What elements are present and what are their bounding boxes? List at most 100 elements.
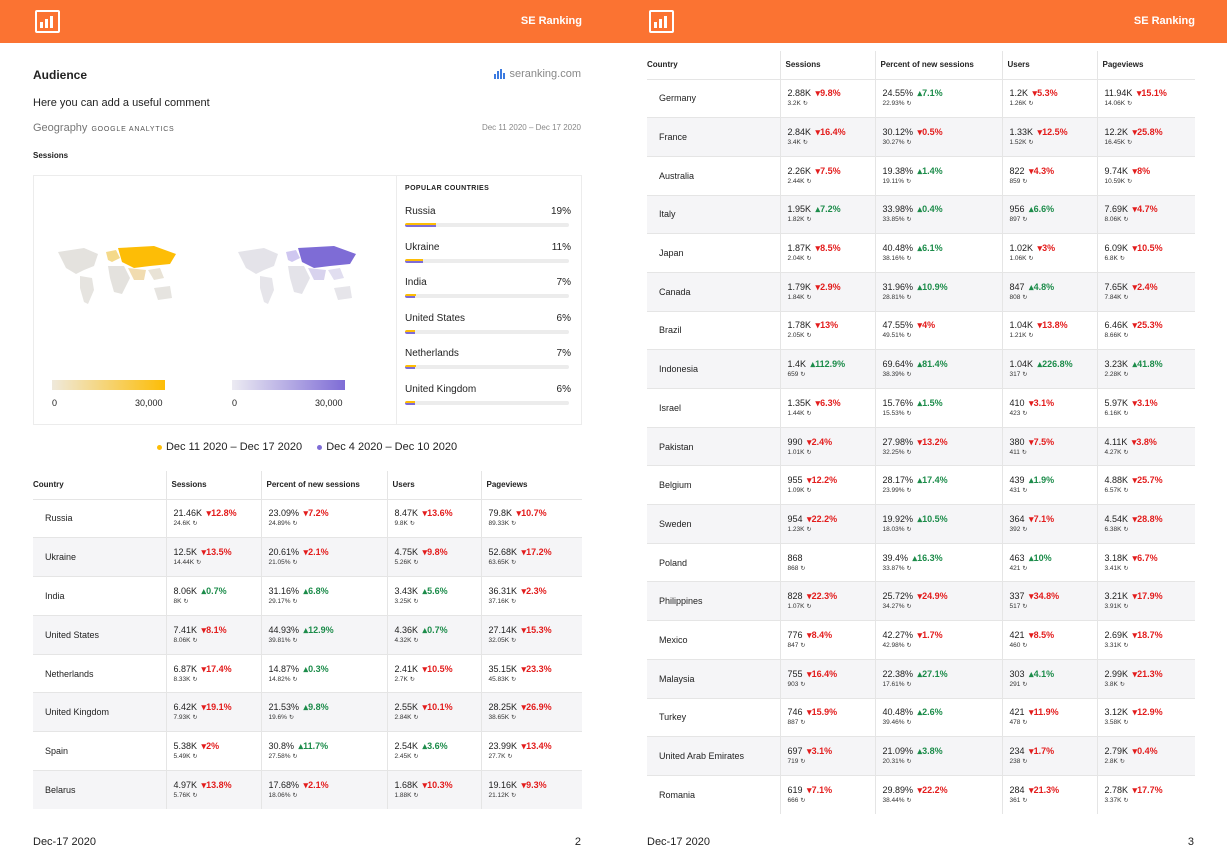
- change-up: ▴10.9%: [917, 281, 948, 292]
- history-icon: ↻: [192, 637, 198, 644]
- metric-line: 27.14K ▾15.3%: [489, 624, 583, 636]
- change-value: 21.3%: [1033, 784, 1060, 795]
- change-down: ▾24.9%: [917, 591, 948, 602]
- new-sessions-cell: 47.55% ▾4% 49.51% ↻: [874, 310, 1002, 350]
- previous-value: 37.16K: [488, 597, 510, 605]
- country-cell: Turkey: [647, 697, 780, 737]
- country-cell: Japan: [647, 233, 780, 273]
- metric-line: 21.09% ▴3.8%: [883, 745, 1002, 757]
- metric-line: 47.55% ▾4%: [883, 319, 1002, 331]
- metric-line: 79.8K ▾10.7%: [489, 507, 583, 519]
- table-row: Brazil 1.78K ▾13% 2.05K ↻ 47.55% ▾4% 49.51% ↻ 1…: [647, 310, 1196, 350]
- change-down: ▾17.2%: [521, 547, 552, 558]
- pageviews-cell: 2.69K ▾18.7% 3.31K ↻: [1096, 620, 1195, 660]
- popular-country-bar: [405, 294, 569, 299]
- previous-line: 8K ↻: [174, 597, 261, 607]
- change-up: ▴0.3%: [303, 663, 329, 674]
- users-cell: 1.68K ▾10.3% 1.88K ↻: [386, 770, 481, 810]
- metric-line: 3.43K ▴5.6%: [395, 585, 481, 597]
- site-link[interactable]: seranking.com: [494, 68, 581, 80]
- change-value: 23.3%: [526, 663, 552, 674]
- previous-value: 23.99%: [882, 487, 905, 495]
- previous-value: 3.8K: [1104, 680, 1118, 688]
- new-sessions-cell: 27.98% ▾13.2% 32.25% ↻: [874, 426, 1002, 466]
- previous-value: 8.06K: [173, 636, 191, 644]
- history-icon: ↻: [1123, 449, 1129, 456]
- previous-line: 8.66K ↻: [1105, 331, 1196, 341]
- page-number: 2: [574, 836, 581, 848]
- change-up: ▴6.6%: [1029, 204, 1055, 215]
- previous-line: 3.2K ↻: [788, 99, 875, 109]
- change-up: ▴10.5%: [917, 513, 948, 524]
- change-value: 10%: [1033, 552, 1052, 563]
- history-icon: ↻: [806, 256, 812, 263]
- legend-item-current[interactable]: Dec 11 2020 – Dec 17 2020: [156, 441, 302, 453]
- previous-line: 29.17% ↻: [269, 597, 387, 607]
- change-value: 22.2%: [922, 784, 948, 795]
- metric-line: 1.78K ▾13%: [788, 319, 875, 331]
- country-cell: Philippines: [647, 581, 780, 621]
- change-value: 2.4%: [811, 436, 833, 447]
- metric-value: 1.35K: [787, 397, 812, 408]
- history-icon: ↻: [192, 715, 198, 722]
- metric-value: 3.23K: [1104, 359, 1129, 370]
- metric-value: 2.54K: [394, 741, 419, 752]
- previous-value: 5.49K: [173, 753, 191, 761]
- change-up: ▴4.1%: [1029, 668, 1055, 679]
- metric-line: 284 ▾21.3%: [1010, 784, 1097, 796]
- history-icon: ↻: [1022, 526, 1028, 533]
- country-cell: United Arab Emirates: [647, 736, 780, 776]
- metric-value: 30.8%: [268, 741, 295, 752]
- table-row: United States 7.41K ▾8.1% 8.06K ↻ 44.93% ▴12…: [33, 614, 583, 655]
- previous-value: 1.21K: [1009, 332, 1027, 340]
- change-value: 22.3%: [811, 591, 838, 602]
- previous-line: 361 ↻: [1010, 796, 1097, 806]
- previous-line: 238 ↻: [1010, 757, 1097, 767]
- change-value: 10.5%: [1137, 243, 1163, 254]
- metric-line: 5.38K ▾2%: [174, 740, 261, 752]
- metric-line: 421 ▾11.9%: [1010, 706, 1097, 718]
- history-icon: ↻: [1123, 720, 1129, 727]
- previous-value: 34.27%: [882, 603, 905, 611]
- metric-line: 3.18K ▾6.7%: [1105, 552, 1196, 564]
- metric-value: 1.87K: [787, 243, 812, 254]
- metric-line: 2.79K ▾0.4%: [1105, 745, 1196, 757]
- metric-line: 31.96% ▴10.9%: [883, 281, 1002, 293]
- previous-line: 7.84K ↻: [1105, 293, 1196, 303]
- previous-line: 38.44% ↻: [883, 796, 1002, 806]
- change-up: ▴0.7%: [201, 585, 227, 596]
- previous-value: 6.16K: [1104, 409, 1122, 417]
- metric-value: 19.38%: [882, 165, 914, 176]
- change-down: ▾8.1%: [201, 624, 227, 635]
- change-value: 6.8%: [308, 585, 329, 596]
- change-down: ▾12.2%: [807, 475, 838, 486]
- brand-name: SE Ranking: [520, 15, 582, 27]
- change-down: ▾34.8%: [1029, 591, 1060, 602]
- table-row: Italy 1.95K ▴7.2% 1.82K ↻ 33.98% ▴0.4% 33.85%…: [647, 194, 1195, 234]
- legend-item-previous[interactable]: Dec 4 2020 – Dec 10 2020: [317, 441, 457, 453]
- history-icon: ↻: [906, 217, 912, 224]
- previous-value: 1.23K: [787, 525, 805, 533]
- chart-legend: Dec 11 2020 – Dec 17 2020 Dec 4 2020 – D…: [0, 441, 614, 453]
- change-down: ▾13.6%: [422, 508, 453, 519]
- pageviews-cell: 3.21K ▾17.9% 3.91K ↻: [1096, 581, 1195, 621]
- pageviews-cell: 4.11K ▾3.8% 4.27K ↻: [1096, 426, 1195, 466]
- metric-line: 29.89% ▾22.2%: [883, 784, 1002, 796]
- history-icon: ↻: [906, 720, 912, 727]
- country-cell: Poland: [647, 542, 780, 582]
- change-down: ▾3%: [1037, 243, 1056, 254]
- change-value: 5.6%: [427, 585, 448, 596]
- country-cell: Belarus: [33, 770, 166, 810]
- change-value: 112.9%: [815, 359, 846, 370]
- history-icon: ↻: [292, 793, 298, 800]
- previous-line: 21.05% ↻: [269, 558, 387, 568]
- metric-value: 1.04K: [1009, 320, 1034, 331]
- history-icon: ↻: [800, 642, 806, 649]
- legend-dot-current: [156, 444, 162, 450]
- history-icon: ↻: [413, 754, 419, 761]
- history-icon: ↻: [1028, 140, 1034, 147]
- previous-value: 4.27K: [1104, 448, 1122, 456]
- previous-line: 24.89% ↻: [269, 519, 387, 529]
- previous-value: 2.05K: [787, 332, 805, 340]
- change-value: 6.3%: [820, 397, 841, 408]
